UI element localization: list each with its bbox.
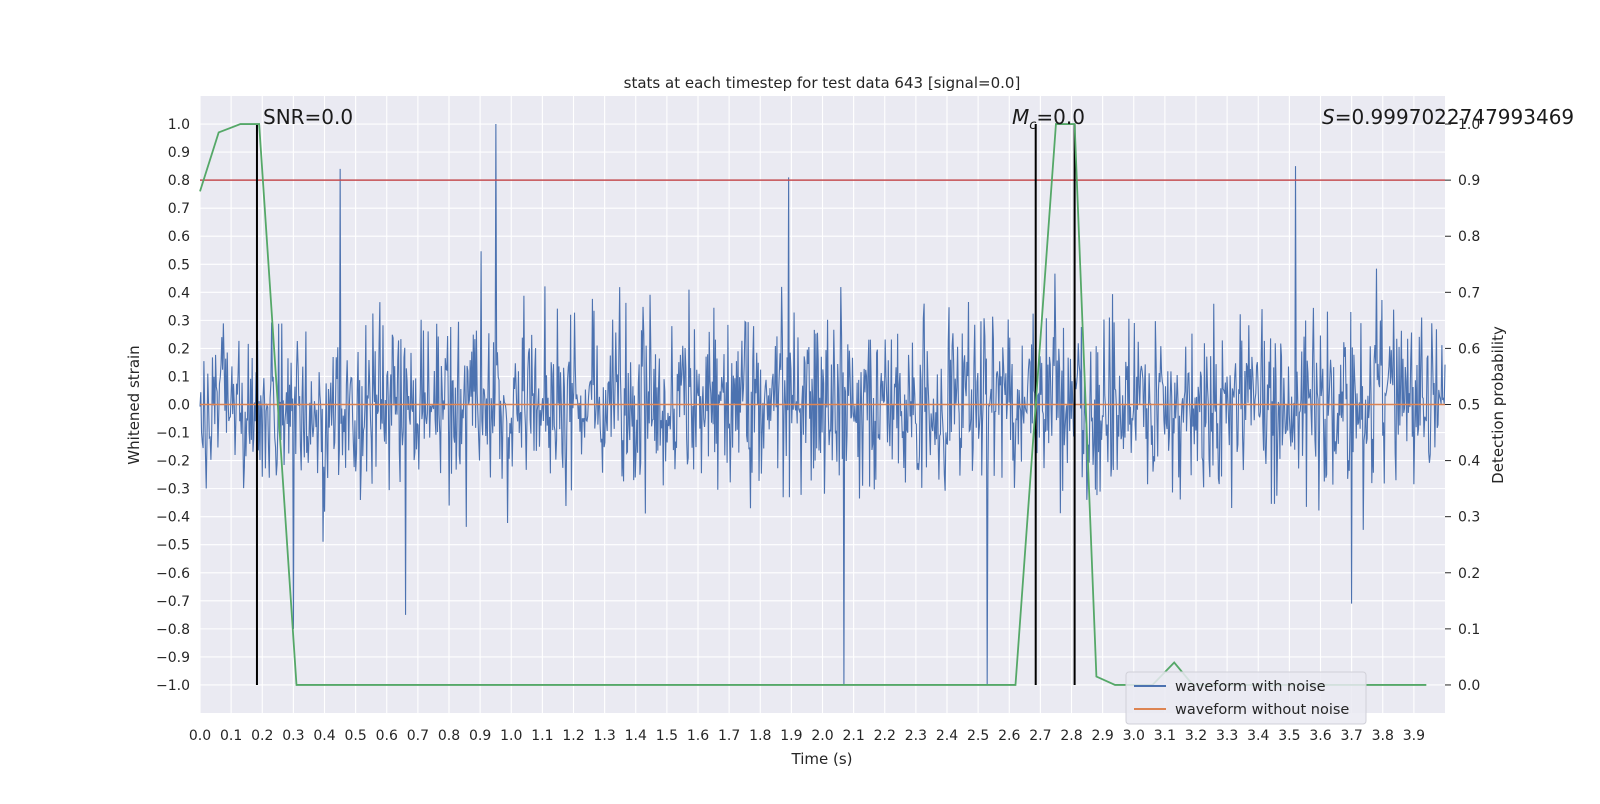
x-tick-label: 1.2: [562, 728, 584, 744]
y-left-tick-label: −0.1: [156, 426, 190, 442]
x-tick-label: 3.2: [1185, 728, 1207, 744]
y-left-tick-label: 0.8: [168, 173, 190, 189]
legend-box: [1125, 671, 1367, 725]
y-axis-label-right: Detection probability: [1489, 326, 1507, 484]
y-left-tick-label: −0.4: [156, 510, 190, 526]
x-tick-label: 2.5: [967, 728, 989, 744]
x-tick-label: 3.1: [1154, 728, 1176, 744]
x-tick-label: 0.2: [251, 728, 273, 744]
x-tick-label: 3.3: [1216, 728, 1238, 744]
x-tick-label: 1.4: [625, 728, 647, 744]
score-symbol: S: [1322, 105, 1335, 129]
x-tick-label: 0.5: [344, 728, 366, 744]
y-right-tick-label: 1.0: [1458, 117, 1480, 133]
x-tick-label: 3.6: [1309, 728, 1331, 744]
score-annotation: S=0.9997022747993469: [1322, 105, 1574, 129]
y-left-tick-label: −0.6: [156, 566, 190, 582]
x-tick-label: 3.8: [1372, 728, 1394, 744]
x-tick-label: 1.3: [593, 728, 615, 744]
legend: waveform with noise waveform without noi…: [1125, 671, 1367, 725]
noise-waveform-line: [199, 124, 1446, 685]
y-right-tick-label: 0.4: [1458, 454, 1480, 470]
y-right-tick-label: 0.9: [1458, 173, 1480, 189]
x-tick-label: 2.6: [998, 728, 1020, 744]
x-tick-label: 0.0: [189, 728, 211, 744]
snr-annotation: SNR=0.0: [263, 105, 353, 129]
y-left-tick-label: −0.3: [156, 482, 190, 498]
x-tick-label: 0.8: [438, 728, 460, 744]
x-tick-label: 3.0: [1123, 728, 1145, 744]
y-left-tick-label: −0.5: [156, 538, 190, 554]
x-tick-label: 2.4: [936, 728, 958, 744]
y-right-tick-label: 0.3: [1458, 510, 1480, 526]
x-tick-label: 3.7: [1340, 728, 1362, 744]
y-axis-label-left: Whitened strain: [125, 345, 143, 464]
x-tick-label: 1.8: [749, 728, 771, 744]
y-left-tick-label: 0.4: [168, 285, 190, 301]
y-left-tick-label: −1.0: [156, 678, 190, 694]
overlay-layer: [199, 123, 1445, 686]
chart-title: stats at each timestep for test data 643…: [624, 74, 1021, 92]
y-right-tick-label: 0.8: [1458, 229, 1480, 245]
y-right-tick-label: 0.5: [1458, 398, 1480, 414]
noise-series-layer: [199, 124, 1446, 685]
legend-label-noise: waveform with noise: [1175, 679, 1326, 695]
y-right-tick-label: 0.2: [1458, 566, 1480, 582]
y-right-tick-label: 0.0: [1458, 678, 1480, 694]
x-tick-label: 0.3: [282, 728, 304, 744]
x-tick-label: 1.5: [656, 728, 678, 744]
y-left-tick-label: 0.1: [168, 369, 190, 385]
ticks-layer: 0.0 0.1 0.2 0.3 0.4 0.5 0.6 0.7 0.8 0.9 1.0 1.1 1.2 1…: [156, 117, 1480, 744]
x-tick-label: 2.9: [1091, 728, 1113, 744]
x-tick-label: 1.7: [718, 728, 740, 744]
x-tick-label: 0.6: [376, 728, 398, 744]
x-tick-label: 2.0: [811, 728, 833, 744]
x-tick-label: 1.0: [500, 728, 522, 744]
score-value: =0.9997022747993469: [1335, 105, 1574, 129]
y-left-tick-label: 0.3: [168, 313, 190, 329]
x-tick-label: 3.4: [1247, 728, 1269, 744]
y-left-tick-label: −0.2: [156, 454, 190, 470]
y-right-tick-label: 0.1: [1458, 622, 1480, 638]
y-left-tick-label: 0.0: [168, 398, 190, 414]
x-tick-label: 1.1: [531, 728, 553, 744]
y-left-tick-label: 0.6: [168, 229, 190, 245]
x-tick-label: 2.8: [1060, 728, 1082, 744]
chirp-mass-annotation: Mc=0.0: [1012, 105, 1085, 133]
x-tick-label: 1.6: [687, 728, 709, 744]
x-tick-label: 0.1: [220, 728, 242, 744]
y-left-tick-label: −0.9: [156, 650, 190, 666]
y-left-tick-label: 0.7: [168, 201, 190, 217]
y-left-tick-label: −0.7: [156, 594, 190, 610]
legend-label-clean: waveform without noise: [1175, 702, 1349, 718]
y-left-tick-label: −0.8: [156, 622, 190, 638]
x-tick-label: 2.2: [874, 728, 896, 744]
x-tick-label: 2.7: [1029, 728, 1051, 744]
x-tick-label: 0.9: [469, 728, 491, 744]
x-tick-label: 0.7: [407, 728, 429, 744]
chirp-mass-value: =0.0: [1036, 105, 1085, 129]
x-tick-label: 2.1: [842, 728, 864, 744]
y-left-tick-label: 0.9: [168, 145, 190, 161]
x-tick-label: 2.3: [905, 728, 927, 744]
y-left-tick-label: 0.2: [168, 341, 190, 357]
y-right-tick-label: 0.7: [1458, 285, 1480, 301]
x-tick-label: 0.4: [313, 728, 335, 744]
detection-probability-line: [199, 123, 1427, 686]
x-tick-label: 1.9: [780, 728, 802, 744]
y-left-tick-label: 0.5: [168, 257, 190, 273]
x-tick-label: 3.9: [1403, 728, 1425, 744]
chirp-mass-subscript: c: [1029, 118, 1036, 133]
chirp-mass-symbol: M: [1012, 105, 1029, 129]
y-left-tick-label: 1.0: [168, 117, 190, 133]
y-right-tick-label: 0.6: [1458, 341, 1480, 357]
x-axis-label: Time (s): [791, 750, 853, 768]
x-tick-label: 3.5: [1278, 728, 1300, 744]
